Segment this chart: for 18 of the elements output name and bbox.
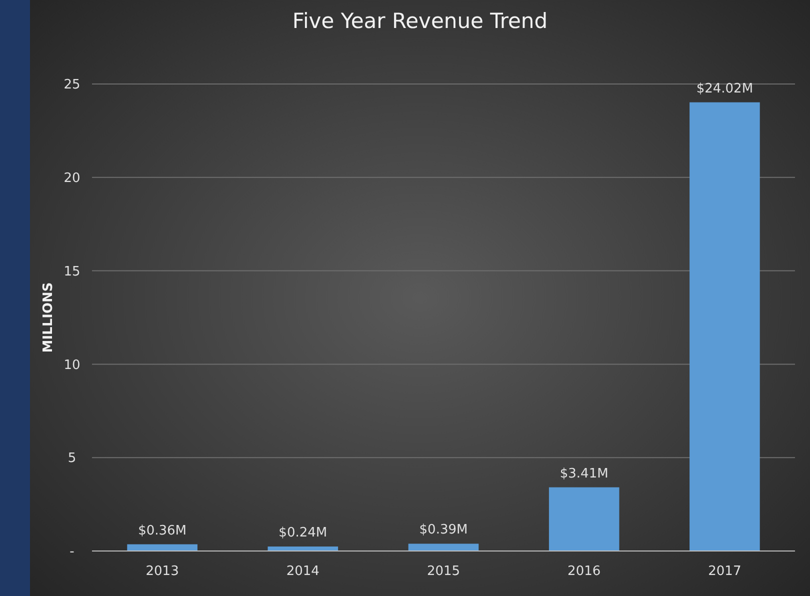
chart-title: Five Year Revenue Trend bbox=[292, 9, 548, 33]
x-tick-label: 2015 bbox=[426, 564, 460, 579]
data-label: $0.24M bbox=[278, 526, 328, 541]
y-axis-title: MILLIONS bbox=[41, 282, 56, 353]
y-tick-label: 20 bbox=[64, 170, 80, 186]
y-tick-label: 10 bbox=[64, 358, 80, 373]
x-tick-label: 2013 bbox=[146, 564, 179, 579]
y-tick-label: 25 bbox=[64, 78, 80, 93]
y-tick-label: 15 bbox=[64, 264, 80, 280]
y-tick-label: 5 bbox=[68, 451, 76, 466]
y-tick-label: - bbox=[70, 544, 75, 560]
data-label: $3.41M bbox=[560, 466, 608, 482]
x-tick-label: 2016 bbox=[568, 564, 601, 579]
data-label: $24.02M bbox=[696, 81, 754, 96]
x-tick-label: 2014 bbox=[286, 564, 320, 579]
data-label: $0.36M bbox=[138, 523, 187, 538]
data-label: $0.39M bbox=[419, 522, 468, 538]
x-tick-label: 2017 bbox=[708, 564, 742, 579]
